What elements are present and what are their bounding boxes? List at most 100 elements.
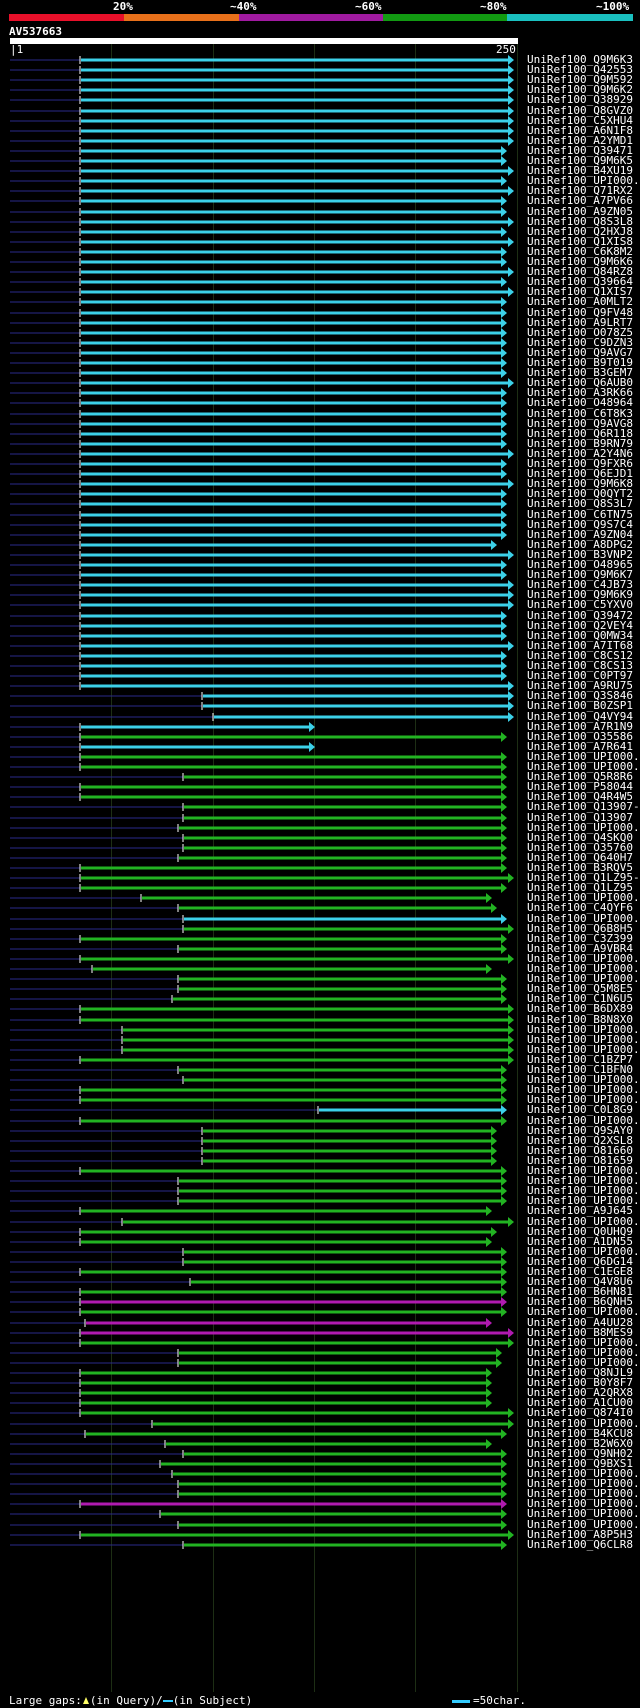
hit-alignment[interactable]: [10, 1489, 507, 1499]
hit-label[interactable]: UniRef100_C4QYF6: [527, 901, 633, 914]
hit-label[interactable]: UniRef100_UPI000...: [527, 1215, 640, 1228]
hit-alignment[interactable]: [10, 207, 507, 217]
hit-label[interactable]: UniRef100_A1CU00: [527, 1396, 633, 1409]
hit-alignment[interactable]: [10, 701, 514, 711]
hit-label[interactable]: UniRef100_A1DN55: [527, 1235, 633, 1248]
hit-alignment[interactable]: [10, 95, 514, 105]
hit-alignment[interactable]: [10, 641, 514, 651]
hit-alignment[interactable]: [10, 560, 507, 570]
hit-label[interactable]: UniRef100_UPI000...: [527, 912, 640, 925]
hit-alignment[interactable]: [10, 1095, 507, 1105]
hit-label[interactable]: UniRef100_UPI000...: [527, 1356, 640, 1369]
hit-label[interactable]: UniRef100_UPI000...: [527, 962, 640, 975]
hit-label[interactable]: UniRef100_A7R1N9: [527, 720, 633, 733]
hit-label[interactable]: UniRef100_C1BZP7: [527, 1053, 633, 1066]
hit-label[interactable]: UniRef100_Q38929: [527, 93, 633, 106]
hit-label[interactable]: UniRef100_UPI000...: [527, 1023, 640, 1036]
hit-alignment[interactable]: [10, 469, 507, 479]
hit-label[interactable]: UniRef100_Q2VEY4: [527, 619, 633, 632]
hit-alignment[interactable]: [10, 1277, 507, 1287]
hit-alignment[interactable]: [10, 217, 514, 227]
hit-alignment[interactable]: [10, 429, 507, 439]
hit-label[interactable]: UniRef100_UPI000...: [527, 1305, 640, 1318]
hit-alignment[interactable]: [10, 388, 507, 398]
hit-label[interactable]: UniRef100_C5YXV0: [527, 598, 633, 611]
hit-alignment[interactable]: [10, 964, 492, 974]
hit-alignment[interactable]: [10, 146, 507, 156]
hit-alignment[interactable]: [10, 1146, 497, 1156]
hit-alignment[interactable]: [10, 499, 507, 509]
hit-alignment[interactable]: [10, 853, 507, 863]
hit-label[interactable]: UniRef100_C1BFN0: [527, 1063, 633, 1076]
hit-label[interactable]: UniRef100_UPI000...: [527, 1033, 640, 1046]
hit-label[interactable]: UniRef100_Q6R118: [527, 427, 633, 440]
hit-label[interactable]: UniRef100_B3VNP2: [527, 548, 633, 561]
hit-label[interactable]: UniRef100_C5XHU4: [527, 114, 633, 127]
hit-label[interactable]: UniRef100_UPI000...: [527, 1507, 640, 1520]
hit-alignment[interactable]: [10, 994, 507, 1004]
hit-label[interactable]: UniRef100_UPI000...: [527, 1487, 640, 1500]
hit-label[interactable]: UniRef100_Q9M6K2: [527, 83, 633, 96]
hit-label[interactable]: UniRef100_Q6B8H5: [527, 922, 633, 935]
hit-label[interactable]: UniRef100_Q39471: [527, 144, 633, 157]
hit-alignment[interactable]: [10, 338, 507, 348]
hit-alignment[interactable]: [10, 1520, 507, 1530]
hit-label[interactable]: UniRef100_O48964: [527, 396, 633, 409]
hit-alignment[interactable]: [10, 378, 514, 388]
hit-label[interactable]: UniRef100_Q9AVG7: [527, 346, 633, 359]
hit-alignment[interactable]: [10, 1408, 514, 1418]
hit-label[interactable]: UniRef100_UPI000...: [527, 972, 640, 985]
hit-alignment[interactable]: [10, 1338, 514, 1348]
hit-alignment[interactable]: [10, 1247, 507, 1257]
hit-label[interactable]: UniRef100_Q6AUB0: [527, 376, 633, 389]
hit-label[interactable]: UniRef100_A9ZN04: [527, 528, 633, 541]
hit-alignment[interactable]: [10, 1257, 507, 1267]
hit-label[interactable]: UniRef100_UPI000...: [527, 821, 640, 834]
hit-label[interactable]: UniRef100_Q9S7C4: [527, 518, 633, 531]
hit-alignment[interactable]: [10, 1156, 497, 1166]
hit-alignment[interactable]: [10, 439, 507, 449]
hit-label[interactable]: UniRef100_Q42553: [527, 63, 633, 76]
hit-label[interactable]: UniRef100_UPI000...: [527, 1083, 640, 1096]
hit-alignment[interactable]: [10, 55, 514, 65]
hit-label[interactable]: UniRef100_C6K8M2: [527, 245, 633, 258]
hit-alignment[interactable]: [10, 914, 507, 924]
hit-label[interactable]: UniRef100_Q4SKQ0: [527, 831, 633, 844]
hit-label[interactable]: UniRef100_UPI000...: [527, 1174, 640, 1187]
hit-label[interactable]: UniRef100_A0MLT2: [527, 295, 633, 308]
hit-alignment[interactable]: [10, 1116, 507, 1126]
hit-label[interactable]: UniRef100_UPI000...: [527, 1043, 640, 1056]
hit-alignment[interactable]: [10, 1287, 507, 1297]
hit-alignment[interactable]: [10, 65, 514, 75]
hit-alignment[interactable]: [10, 409, 507, 419]
hit-alignment[interactable]: [10, 752, 507, 762]
hit-alignment[interactable]: [10, 590, 514, 600]
hit-alignment[interactable]: [10, 651, 507, 661]
hit-label[interactable]: UniRef100_Q0MW34: [527, 629, 633, 642]
hit-alignment[interactable]: [10, 297, 507, 307]
hit-label[interactable]: UniRef100_Q8S3L7: [527, 497, 633, 510]
hit-alignment[interactable]: [10, 267, 514, 277]
hit-alignment[interactable]: [10, 1136, 497, 1146]
hit-label[interactable]: UniRef100_C9DZN3: [527, 336, 633, 349]
hit-alignment[interactable]: [10, 1055, 514, 1065]
hit-alignment[interactable]: [10, 166, 514, 176]
hit-label[interactable]: UniRef100_UPI000...: [527, 1184, 640, 1197]
hit-label[interactable]: UniRef100_UPI000...: [527, 1073, 640, 1086]
hit-alignment[interactable]: [10, 1297, 507, 1307]
hit-alignment[interactable]: [10, 530, 507, 540]
hit-alignment[interactable]: [10, 257, 507, 267]
hit-alignment[interactable]: [10, 1307, 507, 1317]
hit-label[interactable]: UniRef100_Q3S846: [527, 689, 633, 702]
hit-alignment[interactable]: [10, 792, 507, 802]
hit-label[interactable]: UniRef100_UPI000...: [527, 1164, 640, 1177]
hit-label[interactable]: UniRef100_Q71RX2: [527, 184, 633, 197]
hit-label[interactable]: UniRef100_A3RK66: [527, 386, 633, 399]
hit-label[interactable]: UniRef100_B3RQV5: [527, 861, 633, 874]
hit-label[interactable]: UniRef100_Q4R4W5: [527, 790, 633, 803]
hit-alignment[interactable]: [10, 1267, 507, 1277]
hit-alignment[interactable]: [10, 712, 514, 722]
hit-label[interactable]: UniRef100_C8CS12: [527, 649, 633, 662]
hit-label[interactable]: UniRef100_B6QNH5: [527, 1295, 633, 1308]
hit-label[interactable]: UniRef100_B9RN79: [527, 437, 633, 450]
